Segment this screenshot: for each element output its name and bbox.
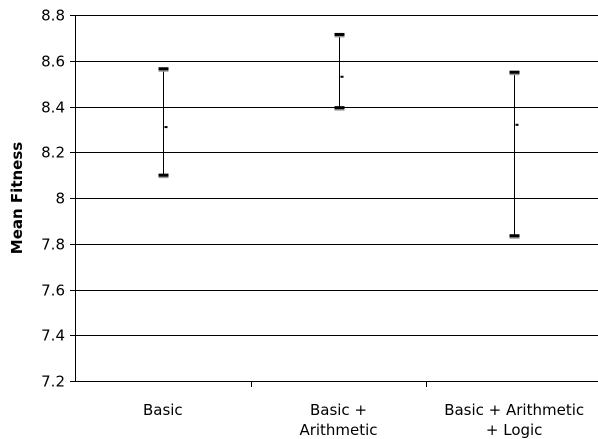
gridlines: [75, 15, 598, 336]
upper-cap-shadow: [334, 35, 345, 38]
upper-cap-shadow: [158, 69, 169, 72]
y-tick-label: 8.2: [41, 144, 65, 162]
upper-cap-shadow: [509, 73, 520, 76]
y-axis-label: Mean Fitness: [8, 142, 26, 254]
y-tick-label: 7.2: [41, 373, 65, 391]
error-bars: [158, 32, 520, 239]
lower-cap: [334, 106, 345, 110]
x-category-label: Basic: [143, 401, 183, 419]
mean-marker: [340, 75, 344, 78]
axes: [70, 15, 598, 387]
y-tick-label: 8.8: [41, 7, 65, 25]
y-tick-label: 8.4: [41, 99, 65, 117]
x-category-label: Basic +: [310, 401, 367, 419]
x-category-label: + Logic: [486, 421, 543, 439]
x-category-labels: Basic Basic + Arithmetic Basic + Arithmetic…: [143, 401, 584, 439]
mean-marker: [164, 126, 168, 129]
x-category-label: Arithmetic: [299, 421, 377, 439]
lower-cap-shadow: [334, 108, 345, 111]
upper-cap: [334, 32, 345, 36]
upper-cap: [158, 67, 169, 71]
lower-cap-shadow: [158, 176, 169, 179]
y-tick-label: 7.4: [41, 327, 65, 345]
lower-cap: [509, 234, 520, 238]
y-tick-label: 7.6: [41, 282, 65, 300]
y-tick-label: 7.8: [41, 236, 65, 254]
upper-cap: [509, 70, 520, 74]
lower-cap-shadow: [509, 236, 520, 239]
x-category-label: Basic + Arithmetic: [444, 401, 584, 419]
y-tick-label: 8: [55, 190, 65, 208]
lower-cap: [158, 173, 169, 177]
mean-marker: [515, 123, 519, 126]
error-bar: [334, 32, 345, 111]
y-tick-labels: 7.2 7.4 7.6 7.8 8 8.2 8.4 8.6 8.8: [41, 7, 65, 391]
error-bar: [509, 70, 520, 239]
error-bar: [158, 67, 169, 179]
y-tick-label: 8.6: [41, 53, 65, 71]
